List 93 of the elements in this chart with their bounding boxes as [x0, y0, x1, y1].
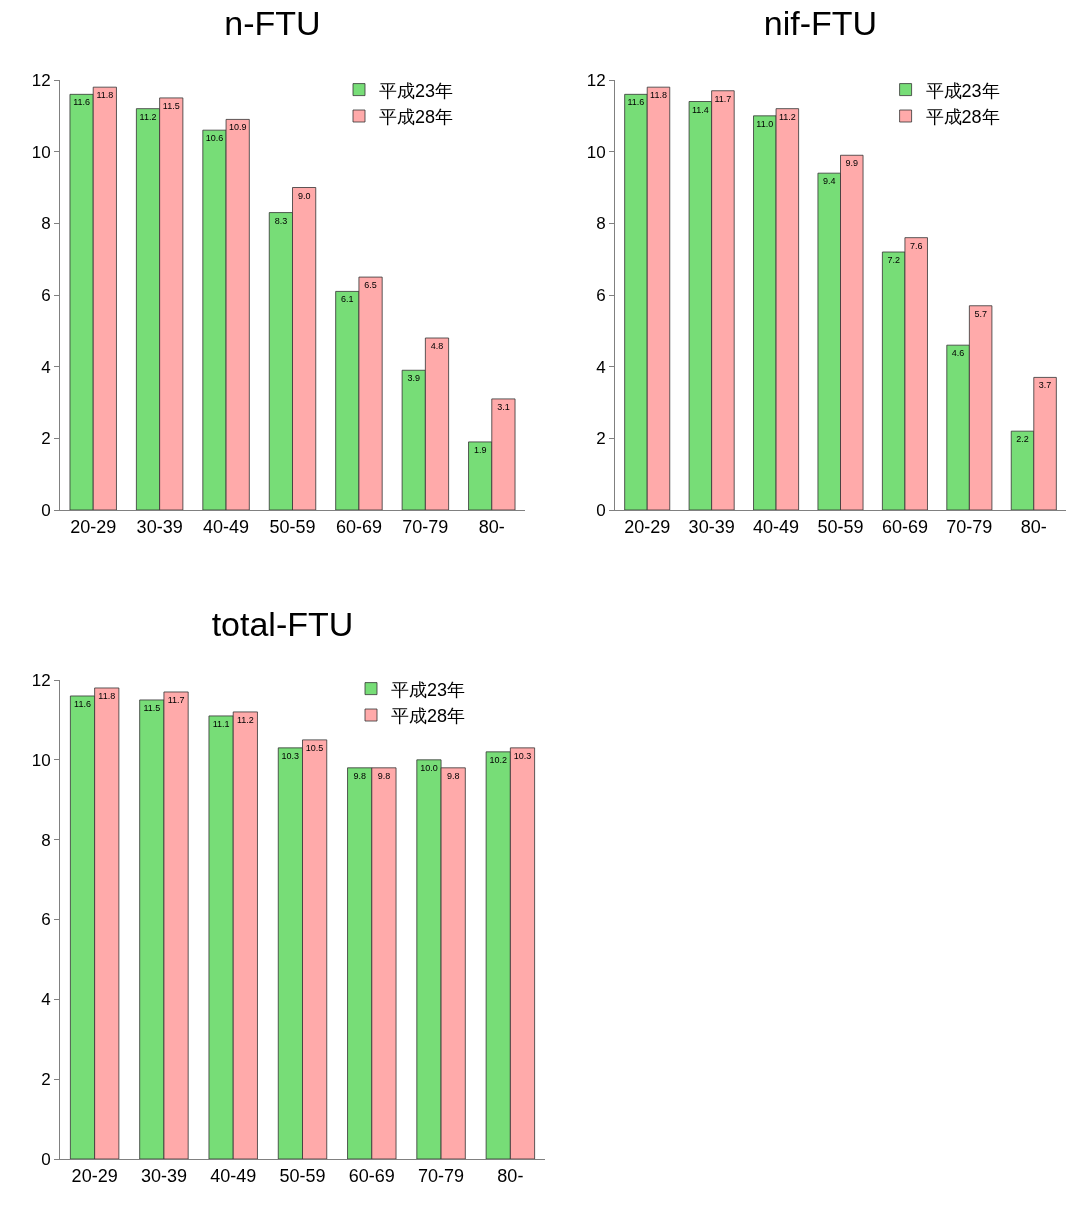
y-tick-label: 12: [31, 70, 51, 90]
data-label: 3.1: [497, 401, 510, 412]
data-label: 11.8: [98, 690, 116, 701]
y-tick-label: 8: [41, 830, 51, 850]
data-label: 3.7: [1038, 380, 1052, 391]
x-tick-label: 50-59: [279, 1165, 326, 1186]
data-label: 1.9: [473, 444, 487, 455]
data-label: 9.8: [353, 770, 366, 781]
x-tick-label: 80-: [1020, 516, 1047, 537]
data-label: 11.7: [167, 694, 185, 705]
y-tick-label: 0: [596, 500, 606, 520]
x-tick-label: 40-49: [203, 516, 250, 537]
x-tick-label: 20-29: [71, 1165, 118, 1186]
x-tick-label: 70-79: [402, 516, 449, 537]
data-label: 11.2: [236, 714, 254, 725]
x-tick-label: 40-49: [753, 516, 800, 537]
chart-title: total-FTU: [211, 604, 354, 643]
data-label: 9.8: [446, 770, 460, 781]
x-tick-label: 40-49: [210, 1165, 257, 1186]
y-tick-label: 6: [41, 910, 51, 930]
x-tick-label: 20-29: [624, 516, 671, 537]
data-label: 9.0: [297, 190, 311, 201]
y-tick-label: 10: [31, 142, 51, 162]
data-label: 11.5: [162, 100, 180, 111]
data-label: 11.7: [714, 93, 732, 104]
x-tick-label: 80-: [478, 516, 505, 537]
data-label: 9.8: [377, 770, 391, 781]
data-label: 2.2: [1016, 434, 1029, 445]
data-label: 6.1: [341, 294, 354, 305]
legend-label: 平成28年: [379, 107, 454, 128]
x-tick-label: 30-39: [136, 516, 183, 537]
chart-title: nif-FTU: [763, 4, 878, 42]
data-label: 9.4: [822, 176, 836, 187]
data-label: 10.5: [305, 742, 324, 753]
data-label: 11.4: [691, 104, 709, 115]
y-tick-label: 6: [596, 285, 606, 305]
data-label: 10.3: [513, 750, 532, 761]
y-tick-label: 2: [41, 429, 51, 449]
x-tick-label: 50-59: [817, 516, 864, 537]
data-label: 8.3: [274, 215, 288, 226]
data-label: 9.9: [845, 158, 859, 169]
x-tick-label: 70-79: [946, 516, 993, 537]
y-tick-label: 8: [41, 214, 51, 234]
data-label: 11.2: [778, 111, 796, 122]
y-tick-label: 2: [596, 429, 606, 449]
data-label: 3.9: [407, 373, 420, 384]
x-tick-label: 70-79: [418, 1165, 465, 1186]
x-tick-label: 50-59: [269, 516, 316, 537]
y-tick-label: 2: [41, 1070, 51, 1090]
data-label: 11.2: [139, 111, 157, 122]
chart-title: n-FTU: [224, 4, 321, 42]
y-tick-label: 4: [41, 990, 51, 1010]
x-tick-label: 20-29: [70, 516, 117, 537]
data-label: 11.1: [212, 718, 230, 729]
data-label: 10.2: [489, 754, 507, 765]
y-tick-label: 8: [596, 214, 606, 234]
legend-label: 平成28年: [391, 706, 466, 727]
data-label: 4.6: [951, 348, 965, 359]
data-label: 11.6: [627, 97, 645, 108]
data-label: 11.0: [756, 118, 774, 129]
legend-label: 平成28年: [925, 107, 1000, 128]
y-tick-label: 4: [41, 357, 51, 377]
y-tick-label: 4: [596, 357, 606, 377]
y-tick-label: 12: [31, 670, 51, 690]
data-label: 7.2: [887, 255, 900, 265]
data-label: 6.5: [364, 280, 377, 291]
legend-label: 平成23年: [925, 80, 1000, 101]
x-tick-label: 30-39: [140, 1165, 187, 1186]
x-tick-label: 30-39: [688, 516, 735, 537]
y-tick-label: 0: [41, 500, 51, 520]
y-tick-label: 12: [586, 70, 606, 90]
data-label: 11.8: [650, 90, 667, 101]
y-tick-label: 10: [31, 750, 51, 770]
y-tick-label: 0: [41, 1149, 51, 1169]
y-tick-label: 10: [586, 142, 606, 162]
data-label: 7.6: [909, 240, 923, 251]
data-label: 10.9: [228, 122, 247, 133]
x-tick-label: 60-69: [881, 516, 928, 537]
data-label: 5.7: [974, 308, 987, 319]
legend-label: 平成23年: [379, 80, 454, 101]
legend-label: 平成23年: [391, 679, 466, 700]
data-label: 11.6: [74, 698, 91, 709]
x-tick-label: 60-69: [335, 516, 382, 537]
data-label: 11.8: [96, 90, 114, 101]
data-label: 4.8: [430, 341, 444, 351]
x-tick-label: 60-69: [348, 1165, 395, 1186]
data-label: 10.6: [205, 133, 224, 144]
y-tick-label: 6: [41, 285, 51, 305]
data-label: 11.5: [143, 702, 161, 713]
data-label: 10.0: [420, 762, 438, 773]
x-tick-label: 80-: [497, 1165, 524, 1186]
data-label: 10.3: [281, 750, 300, 761]
data-label: 11.6: [73, 97, 91, 108]
